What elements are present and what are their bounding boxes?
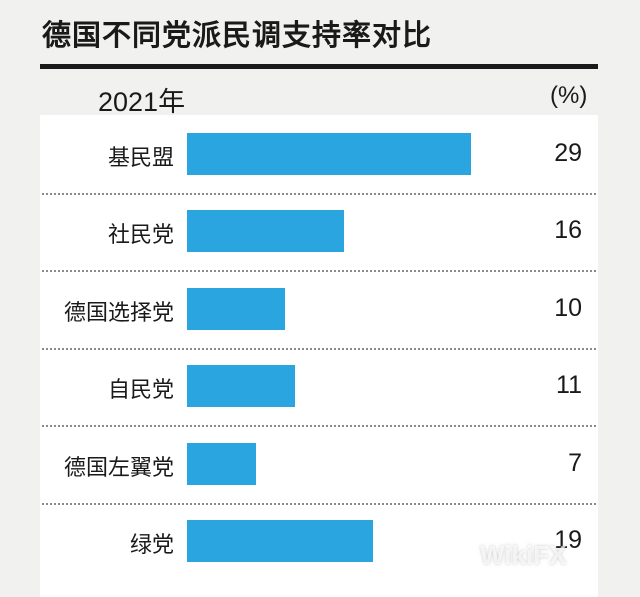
watermark-logo: WikiFX: [480, 540, 567, 570]
bar: [187, 210, 344, 253]
bar: [187, 132, 471, 175]
row-divider: [42, 502, 596, 505]
category-label: 绿党: [129, 533, 174, 559]
row-divider: [42, 270, 596, 272]
value-label: 29: [554, 138, 582, 167]
bar: [187, 442, 256, 485]
category-label: 社民党: [107, 223, 174, 249]
chart-subtitle: 2021年: [98, 87, 186, 117]
bar: [187, 287, 285, 330]
chart-title: 德国不同党派民调支持率对比: [42, 18, 433, 52]
category-label: 基民盟: [107, 145, 174, 171]
value-label: 11: [556, 371, 582, 400]
value-label: 10: [554, 293, 582, 322]
row-divider: [42, 347, 596, 350]
value-label: 7: [568, 448, 582, 477]
category-label: 德国选择党: [63, 300, 174, 326]
chart-panel: [40, 115, 598, 597]
value-label: 16: [554, 216, 582, 245]
bar: [187, 365, 295, 408]
row-divider: [42, 425, 596, 427]
category-label: 自民党: [107, 378, 174, 404]
bar: [187, 520, 374, 563]
row-divider: [42, 192, 596, 195]
title-rule: [40, 64, 598, 69]
unit-label: (%): [550, 82, 588, 109]
value-label: 19: [554, 526, 582, 555]
category-label: 德国左翼党: [63, 455, 174, 481]
